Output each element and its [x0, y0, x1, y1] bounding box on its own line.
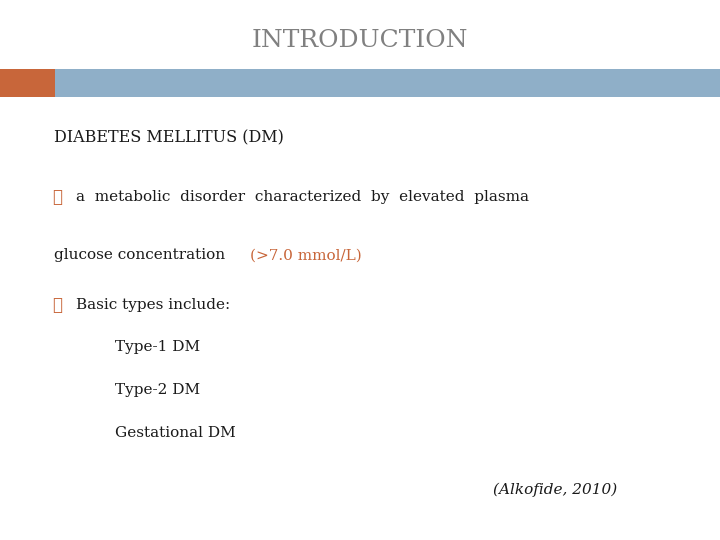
- Text: Type-2 DM: Type-2 DM: [115, 383, 200, 397]
- Text: DIABETES MELLITUS (DM): DIABETES MELLITUS (DM): [54, 129, 284, 146]
- Text: (>7.0 mmol/L): (>7.0 mmol/L): [250, 248, 361, 262]
- Text: ❖: ❖: [52, 188, 62, 206]
- Text: glucose concentration: glucose concentration: [54, 248, 230, 262]
- Text: a  metabolic  disorder  characterized  by  elevated  plasma: a metabolic disorder characterized by el…: [76, 190, 528, 204]
- Text: INTRODUCTION: INTRODUCTION: [252, 29, 468, 52]
- Text: ❖: ❖: [52, 296, 62, 314]
- Text: Gestational DM: Gestational DM: [115, 426, 236, 440]
- Text: (Alkofide, 2010): (Alkofide, 2010): [493, 483, 618, 497]
- Text: Basic types include:: Basic types include:: [76, 298, 230, 312]
- Text: Type-1 DM: Type-1 DM: [115, 340, 200, 354]
- Bar: [0, 69, 55, 97]
- Bar: [0, 69, 720, 97]
